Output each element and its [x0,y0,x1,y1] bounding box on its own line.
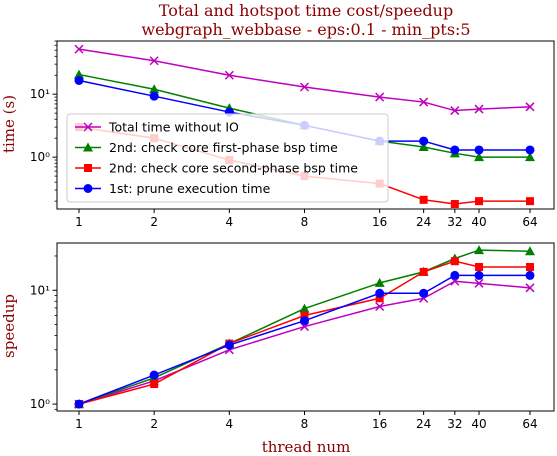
data-point [149,84,160,94]
data-point [419,97,429,107]
data-point [224,70,234,80]
data-point [149,56,159,66]
data-point [525,102,535,112]
legend-frame [66,113,389,203]
y-tick-label: 10¹ [30,87,50,101]
legend-label: Total time without IO [108,120,239,135]
x-tick-label: 16 [372,417,387,431]
x-tick-label: 4 [226,215,234,229]
data-point [150,380,159,389]
data-point [149,91,159,101]
series-x [74,44,535,116]
x-tick-label: 32 [447,215,462,229]
x-tick-label: 1 [75,417,83,431]
data-point [474,104,484,114]
data-point [525,270,535,280]
y-tick-label: 10¹ [30,283,50,297]
data-point [474,152,485,162]
data-point [450,257,459,266]
axes-frame [56,242,555,412]
y-tick-label: 10⁰ [30,397,50,411]
data-point [74,69,84,79]
data-point [475,197,484,206]
data-point [419,267,428,276]
legend-marker [83,122,93,132]
data-point [418,141,429,151]
data-point [299,303,310,313]
data-point [74,44,84,54]
data-point [374,277,385,287]
legend-label: 2nd: check core first-phase bsp time [109,140,338,155]
series-line [78,274,530,405]
x-tick-label: 16 [372,215,387,229]
x-tick-label: 4 [226,417,234,431]
x-tick-label: 64 [522,417,537,431]
x-tick-label: 24 [416,417,431,431]
data-point [419,195,428,204]
data-point [450,106,460,116]
x-tick-label: 2 [150,417,158,431]
legend: Total time without IO 2nd: check core fir… [66,113,389,203]
data-point [74,76,84,86]
x-tick-label: 40 [471,215,486,229]
x-tick-label: 8 [301,417,309,431]
time-axis-label: time (s) [0,95,18,153]
x-tick-label: 24 [416,215,431,229]
legend-marker [84,164,92,172]
data-point [525,152,535,162]
legend-label: 1st: prune execution time [109,181,271,196]
x-tick-label: 32 [447,417,462,431]
data-point [300,311,309,320]
series-circle [74,270,535,409]
data-point [375,92,385,102]
chart-title: Total and hotspot time cost/speedup [159,1,453,20]
data-point [474,145,484,155]
axes-frame [56,40,555,210]
x-tick-label: 1 [75,215,83,229]
x-tick-label: 40 [471,417,486,431]
data-point [375,301,385,312]
data-point [474,278,484,288]
series-square [75,257,534,409]
chart-subtitle: webgraph_webbase - eps:0.1 - min_pts:5 [141,20,470,39]
data-point [474,245,485,255]
legend-marker [83,142,93,152]
data-point [525,145,535,155]
y-tick-label: 10⁰ [30,150,50,164]
speedup-axis-label: speedup [0,294,18,358]
x-tick-label: 64 [522,215,537,229]
x-axis-label: thread num [262,438,351,456]
data-point [525,283,535,293]
data-point [450,200,459,209]
data-point [375,294,384,303]
legend-label: 2nd: check core second-phase bsp time [109,161,358,176]
data-point [300,316,309,326]
data-point [474,270,484,280]
x-tick-label: 2 [150,215,158,229]
series-x [74,276,535,409]
series-line [78,48,531,112]
data-point [419,288,429,298]
legend-marker [83,184,93,193]
data-point [299,82,310,92]
data-point [149,370,159,380]
data-point [526,263,534,272]
data-point [74,399,84,409]
data-point [224,340,234,350]
data-point [419,136,429,146]
data-point [526,197,534,206]
data-point [525,246,535,256]
data-point [450,270,460,280]
data-point [450,145,460,155]
data-point [375,288,385,298]
x-tick-label: 8 [301,215,309,229]
data-point [475,263,484,272]
